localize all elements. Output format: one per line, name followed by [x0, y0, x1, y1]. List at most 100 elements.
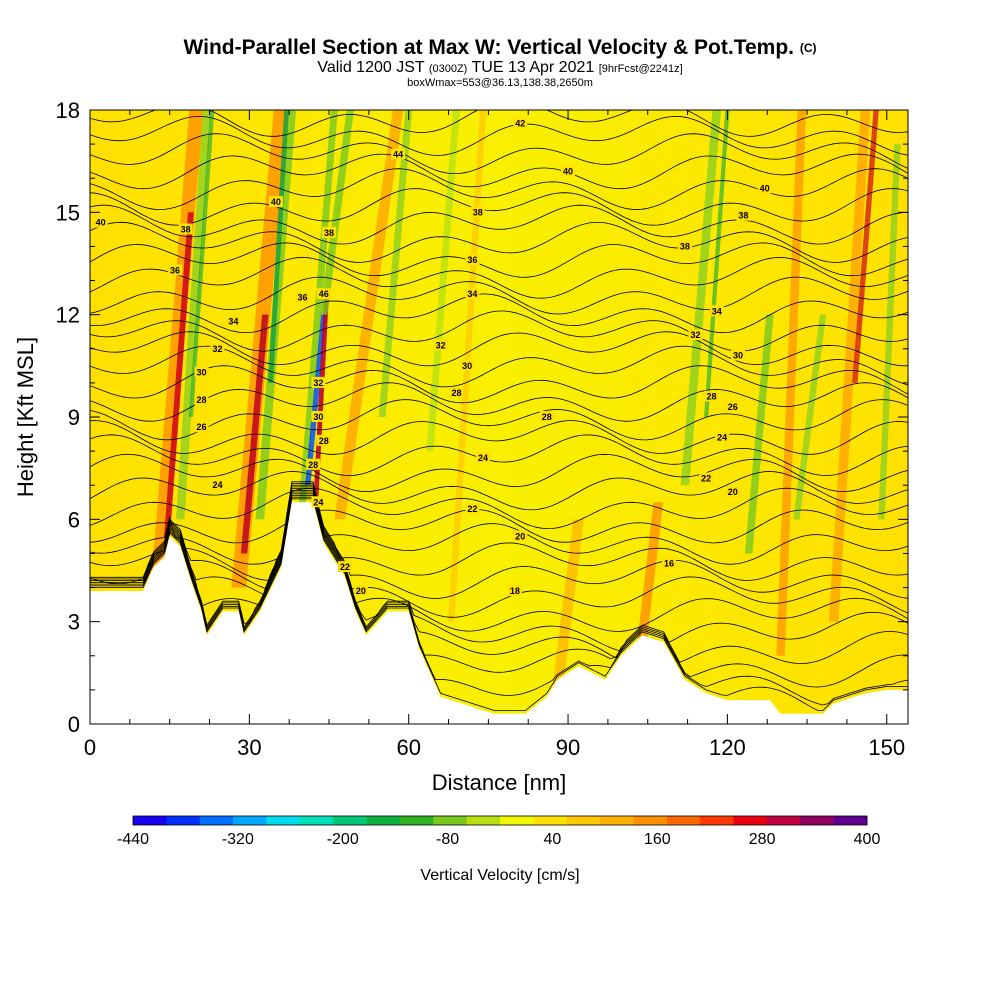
- contour-label-22: 30: [462, 361, 472, 371]
- contour-label-bg-0: [513, 117, 528, 129]
- chart-title: Wind-Parallel Section at Max W: Vertical…: [0, 36, 1000, 60]
- theta-contour-13: [90, 453, 908, 493]
- colorbar-tick-label: -80: [436, 831, 459, 848]
- contour-labels: 42 44 40 40 40 40 38 38 38 38 38 36 36 36 46 34 34 34 32 32…: [93, 117, 772, 596]
- contour-label-bg-9: [322, 226, 337, 238]
- colorbar-tick-label: 40: [544, 831, 562, 848]
- contour-label-14: 46: [319, 289, 329, 299]
- velocity-band-12: [334, 110, 404, 520]
- contour-label-32: 24: [717, 432, 727, 442]
- contour-label-bg-16: [709, 305, 724, 317]
- y-tick-label: 9: [68, 405, 80, 430]
- contour-label-37: 24: [212, 480, 222, 490]
- contour-label-bg-20: [210, 342, 225, 354]
- x-tick-label: 60: [396, 735, 420, 760]
- contour-label-7: 38: [738, 211, 748, 221]
- contour-label-bg-24: [311, 376, 326, 388]
- colorbar-swatch-11: [500, 816, 534, 825]
- contour-label-bg-33: [316, 434, 331, 446]
- contour-label-bg-7: [736, 209, 751, 221]
- contour-label-bg-27: [194, 393, 209, 405]
- colorbar-tick-label: 280: [749, 831, 776, 848]
- velocity-band-10: [313, 297, 329, 503]
- x-tick-label: 0: [84, 735, 96, 760]
- contour-label-bg-10: [677, 240, 692, 252]
- colorbar-swatch-7: [366, 816, 401, 825]
- contour-label-bg-26: [704, 390, 719, 402]
- contour-label-25: 28: [451, 388, 461, 398]
- colorbar-swatch-12: [533, 816, 568, 825]
- colorbar-tick-label: 400: [854, 831, 881, 848]
- contour-label-16: 34: [712, 306, 722, 316]
- colorbar-swatch-15: [633, 816, 668, 825]
- contour-label-bg-41: [513, 530, 528, 542]
- colorbar-swatch-10: [466, 816, 501, 825]
- contour-label-bg-19: [433, 339, 448, 351]
- contour-label-33: 28: [319, 436, 329, 446]
- theta-contour-6: [90, 488, 908, 618]
- theta-contour-30: [90, 153, 908, 190]
- contour-label-bg-40: [465, 503, 480, 515]
- terrain-mask: [90, 502, 908, 724]
- velocity-band-8: [299, 110, 338, 503]
- contour-label-bg-25: [449, 387, 464, 399]
- valid-time: Valid 1200 JST: [317, 59, 425, 76]
- theta-contour-2: [90, 495, 908, 688]
- velocity-band-18: [680, 110, 722, 486]
- velocity-band-16: [552, 519, 584, 690]
- contour-label-bg-17: [226, 315, 241, 327]
- plot-area: 42 44 40 40 40 40 38 38 38 38 38 36 36 36 46 34 34 34 32 32…: [90, 110, 908, 724]
- velocity-band-25: [878, 144, 901, 520]
- contour-label-41: 20: [515, 531, 525, 541]
- y-tick-label: 0: [68, 712, 80, 737]
- valid-date: TUE 13 Apr 2021: [471, 59, 595, 76]
- colorbar-tick-label: -200: [327, 831, 359, 848]
- colorbar-swatch-17: [700, 816, 735, 825]
- contour-label-bg-22: [460, 359, 475, 371]
- contour-label-28: 26: [728, 402, 738, 412]
- contour-label-38: 20: [728, 487, 738, 497]
- x-tick-label: 120: [709, 735, 746, 760]
- contour-label-29: 30: [313, 412, 323, 422]
- chart-title-main: Wind-Parallel Section at Max W: Vertical…: [183, 36, 794, 59]
- contour-label-bg-11: [465, 254, 480, 266]
- contour-label-17: 34: [228, 316, 238, 326]
- theta-contour-23: [90, 276, 908, 315]
- contour-label-bg-39: [311, 496, 326, 508]
- theta-contour-33: [90, 110, 908, 137]
- colorbar-swatch-16: [666, 816, 701, 825]
- contour-label-45: 20: [356, 586, 366, 596]
- velocity-band-3: [188, 110, 215, 417]
- contour-label-bg-13: [295, 291, 310, 303]
- contour-label-bg-36: [699, 472, 714, 484]
- theta-contours: [90, 110, 908, 711]
- x-tick-label: 30: [237, 735, 261, 760]
- colorbar-swatch-0: [133, 816, 167, 825]
- contour-label-11: 36: [467, 255, 477, 265]
- velocity-band-7: [268, 110, 289, 383]
- theta-contour-7: [90, 486, 908, 599]
- contour-label-21: 30: [733, 351, 743, 361]
- theta-contour-26: [90, 221, 908, 263]
- contour-label-26: 28: [706, 392, 716, 402]
- velocity-band-24: [852, 110, 879, 383]
- theta-contour-19: [90, 345, 908, 388]
- contour-label-20: 32: [212, 344, 222, 354]
- theta-contour-28: [90, 188, 908, 226]
- contour-label-bg-30: [539, 411, 554, 422]
- contour-label-bg-31: [194, 421, 209, 433]
- colorbar-swatch-4: [266, 816, 301, 825]
- velocity-band-21: [776, 110, 807, 656]
- contour-label-0: 42: [515, 119, 525, 129]
- contour-label-bg-18: [688, 329, 703, 341]
- contour-label-bg-2: [561, 165, 576, 177]
- velocity-band-17: [637, 502, 664, 639]
- contour-label-bg-3: [757, 182, 772, 194]
- contour-label-6: 38: [473, 207, 483, 217]
- contour-label-1: 44: [393, 149, 403, 159]
- colorbar-swatch-1: [166, 816, 201, 825]
- contour-label-39: 24: [313, 497, 323, 507]
- velocity-band-13: [378, 110, 413, 417]
